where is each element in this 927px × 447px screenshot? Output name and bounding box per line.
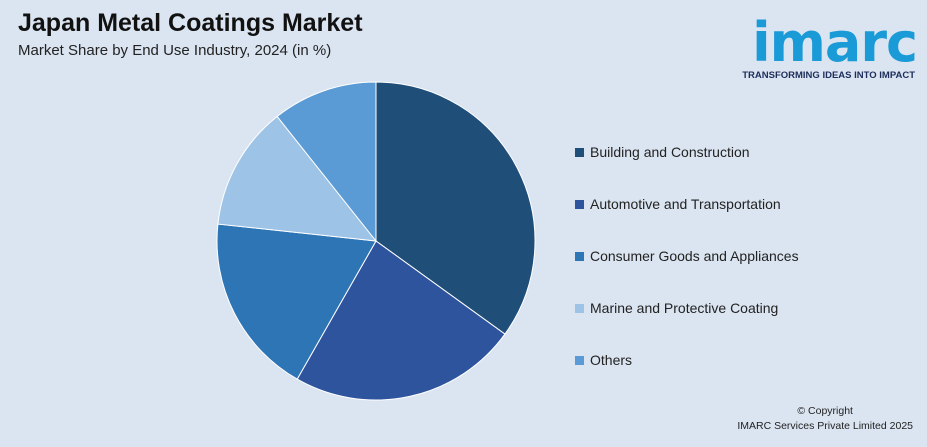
legend-item-others: Others (575, 344, 799, 396)
logo-tagline: TRANSFORMING IDEAS INTO IMPACT (742, 70, 915, 81)
pie-slice (375, 81, 536, 335)
legend-swatch (575, 355, 584, 365)
legend-label: Building and Construction (590, 144, 750, 160)
logo-wordmark: imarc (752, 11, 918, 74)
legend-item-marine: Marine and Protective Coating (575, 292, 799, 344)
imarc-logo: imarc TRANSFORMING IDEAS INTO IMPACT (737, 6, 918, 84)
legend-item-consumer-goods: Consumer Goods and Appliances (575, 240, 799, 292)
legend-swatch (575, 147, 584, 157)
copyright-company: IMARC Services Private Limited 2025 (737, 420, 913, 432)
copyright-note: © Copyright IMARC Services Private Limit… (737, 404, 913, 434)
legend-swatch (575, 251, 584, 261)
legend-item-building: Building and Construction (575, 136, 799, 188)
legend-label: Consumer Goods and Appliances (590, 248, 799, 264)
legend-item-automotive: Automotive and Transportation (575, 188, 799, 240)
legend-label: Others (590, 352, 633, 368)
pie-slice (296, 240, 506, 401)
legend-label: Marine and Protective Coating (590, 300, 779, 316)
legend-swatch (575, 303, 584, 313)
legend-swatch (575, 199, 584, 209)
legend-label: Automotive and Transportation (590, 196, 781, 212)
chart-subtitle: Market Share by End Use Industry, 2024 (… (18, 42, 332, 59)
pie-slice (217, 115, 378, 242)
copyright-line: © Copyright (797, 405, 853, 417)
pie-slice (216, 223, 377, 380)
chart-legend: Building and Construction Automotive and… (575, 136, 799, 396)
pie-slice (276, 81, 377, 243)
chart-title: Japan Metal Coatings Market (18, 9, 363, 37)
